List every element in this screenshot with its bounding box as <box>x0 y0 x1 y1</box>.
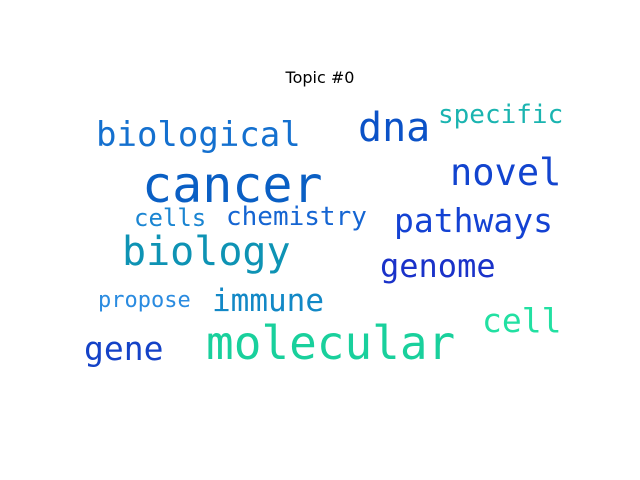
word-propose: propose <box>98 288 191 313</box>
word-molecular: molecular <box>206 316 456 370</box>
word-pathways: pathways <box>394 201 553 240</box>
word-dna: dna <box>358 105 431 151</box>
word-gene: gene <box>84 329 164 368</box>
word-cloud: cancer molecular biology dna biological … <box>80 98 574 372</box>
word-cancer: cancer <box>142 156 323 214</box>
word-specific: specific <box>438 100 564 130</box>
figure-title: Topic #0 <box>285 68 355 87</box>
word-genome: genome <box>380 247 496 285</box>
word-immune: immune <box>212 283 324 319</box>
word-cell: cell <box>482 301 562 340</box>
word-cells: cells <box>134 204 207 232</box>
word-biological: biological <box>96 115 301 155</box>
word-chemistry: chemistry <box>226 202 367 232</box>
word-novel: novel <box>450 151 562 194</box>
word-biology: biology <box>122 229 291 275</box>
